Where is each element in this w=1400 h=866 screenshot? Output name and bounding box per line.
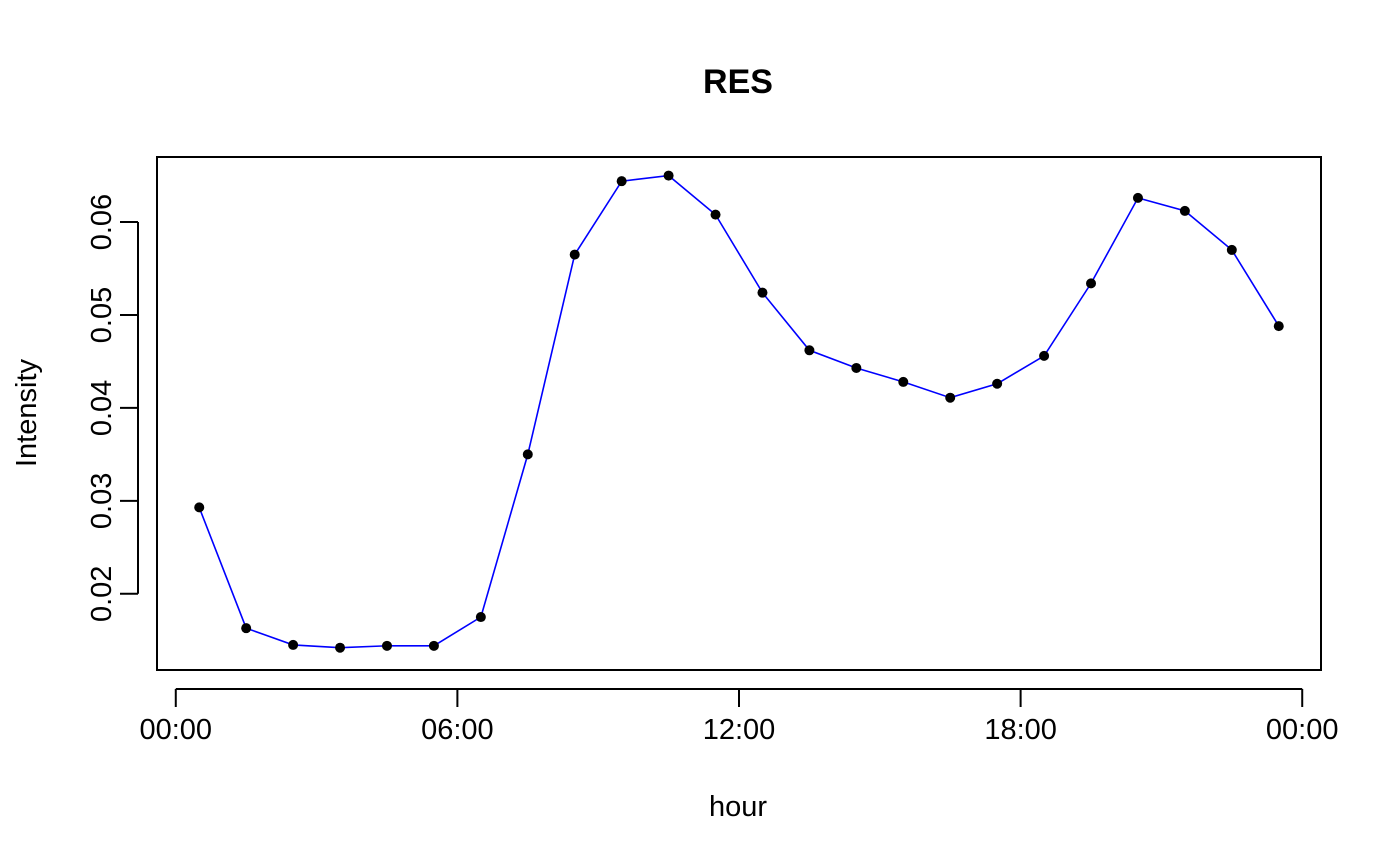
data-point <box>288 639 299 650</box>
data-point <box>1226 244 1237 255</box>
data-point <box>992 378 1003 389</box>
y-axis-label: Intensity <box>11 359 43 467</box>
x-tick-label: 12:00 <box>703 714 776 746</box>
chart-title: RES <box>703 63 773 101</box>
data-point <box>1039 350 1050 361</box>
x-tick-label: 00:00 <box>139 714 212 746</box>
plot-frame <box>156 156 1322 671</box>
x-tick-label: 18:00 <box>984 714 1057 746</box>
x-tick-label: 00:00 <box>1266 714 1339 746</box>
x-tick-label: 06:00 <box>421 714 494 746</box>
data-point <box>663 170 674 181</box>
data-point <box>1086 278 1097 289</box>
y-tick-label: 0.04 <box>86 380 118 436</box>
data-point <box>475 612 486 623</box>
y-tick-label: 0.03 <box>86 473 118 529</box>
data-point <box>757 287 768 298</box>
data-point <box>194 502 205 513</box>
data-point <box>522 449 533 460</box>
data-point <box>569 249 580 260</box>
data-point <box>1179 205 1190 216</box>
y-tick-label: 0.02 <box>86 566 118 622</box>
data-point <box>1132 192 1143 203</box>
data-point <box>335 642 346 653</box>
x-axis-label: hour <box>709 791 767 823</box>
data-point <box>898 376 909 387</box>
data-point <box>1273 321 1284 332</box>
series-layer <box>194 170 1284 653</box>
data-point <box>804 345 815 356</box>
data-point <box>710 209 721 220</box>
data-point <box>616 176 627 187</box>
y-tick-label: 0.06 <box>86 194 118 250</box>
data-point <box>851 362 862 373</box>
y-tick-label: 0.05 <box>86 287 118 343</box>
data-point <box>945 392 956 403</box>
data-point <box>428 640 439 651</box>
y-axis: 0.02 0.03 0.04 0.05 0.06 <box>86 194 139 622</box>
data-point <box>381 640 392 651</box>
x-axis: 00:00 06:00 12:00 18:00 00:00 <box>139 688 1339 746</box>
series-line <box>198 174 1280 649</box>
data-point <box>241 623 252 634</box>
